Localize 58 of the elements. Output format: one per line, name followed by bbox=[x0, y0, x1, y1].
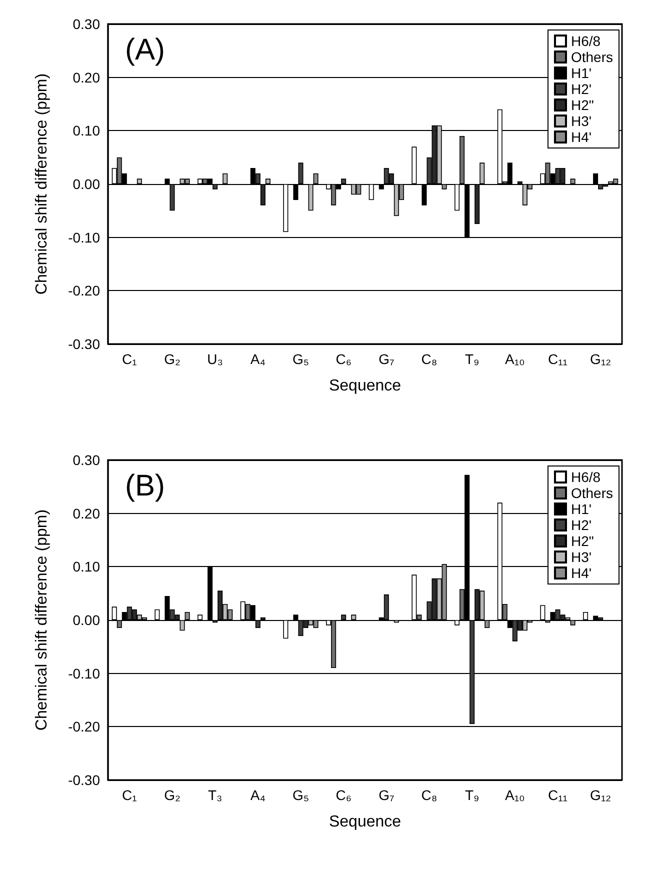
x-tick-label: A₁₀ bbox=[504, 787, 526, 803]
x-tick-label: C₁ bbox=[122, 351, 138, 367]
x-tick-label: G₅ bbox=[292, 351, 310, 367]
chart-title: (B) bbox=[125, 470, 165, 502]
y-tick-label: -0.10 bbox=[68, 229, 100, 246]
y-tick-label: -0.30 bbox=[68, 336, 100, 352]
y-tick-label: 0.20 bbox=[72, 69, 100, 86]
x-tick-label: A₁₀ bbox=[504, 351, 526, 367]
y-tick-label: -0.10 bbox=[68, 665, 100, 682]
y-tick-label: 0.30 bbox=[72, 16, 100, 32]
y-tick-label: 0.00 bbox=[72, 176, 100, 192]
y-tick-label: -0.20 bbox=[68, 282, 100, 299]
legend-label: H1' bbox=[570, 501, 592, 517]
y-tick-label: -0.30 bbox=[68, 772, 100, 788]
legend-label: H1' bbox=[570, 65, 592, 81]
x-tick-label: G₁₂ bbox=[590, 351, 612, 367]
x-tick-label: A₄ bbox=[250, 351, 266, 367]
y-tick-label: 0.20 bbox=[72, 505, 100, 522]
x-tick-label: G₂ bbox=[164, 787, 180, 803]
legend-label: Others bbox=[570, 485, 613, 501]
y-tick-label: 0.30 bbox=[72, 452, 100, 468]
legend-label: H3' bbox=[570, 113, 592, 129]
legend-label: H6/8 bbox=[570, 33, 601, 49]
legend-label: H4' bbox=[570, 565, 592, 581]
chart-title: (A) bbox=[125, 34, 165, 66]
legend-label: H4' bbox=[570, 129, 592, 145]
x-tick-label: G₇ bbox=[378, 787, 394, 803]
legend-label: H6/8 bbox=[570, 469, 601, 485]
x-tick-label: G₂ bbox=[164, 351, 180, 367]
y-tick-label: 0.10 bbox=[72, 558, 100, 575]
x-tick-label: T₉ bbox=[465, 351, 480, 367]
x-tick-label: C₁ bbox=[122, 787, 138, 803]
y-tick-label: -0.20 bbox=[68, 718, 100, 735]
x-tick-label: G₅ bbox=[292, 787, 310, 803]
y-tick-label: 0.00 bbox=[72, 612, 100, 628]
x-tick-label: T₃ bbox=[208, 787, 222, 803]
x-tick-label: A₄ bbox=[250, 787, 266, 803]
x-tick-label: C₁₁ bbox=[548, 351, 568, 367]
x-tick-label: C₆ bbox=[336, 787, 352, 803]
legend-label: H2" bbox=[570, 97, 594, 113]
legend-label: H2" bbox=[570, 533, 594, 549]
legend-label: Others bbox=[570, 49, 613, 65]
x-tick-label: G₁₂ bbox=[590, 787, 612, 803]
legend-label: H3' bbox=[570, 549, 592, 565]
x-tick-label: C₆ bbox=[336, 351, 352, 367]
y-tick-label: 0.10 bbox=[72, 122, 100, 139]
x-axis-title: Sequence bbox=[328, 378, 402, 394]
x-tick-label: T₉ bbox=[465, 787, 480, 803]
legend-label: H2' bbox=[570, 81, 592, 97]
x-axis-title: Sequence bbox=[328, 814, 402, 830]
x-tick-label: G₇ bbox=[378, 351, 394, 367]
y-axis-title: Chemical shift difference (ppm) bbox=[34, 73, 50, 295]
x-tick-label: C₈ bbox=[421, 787, 438, 803]
x-tick-label: C₈ bbox=[421, 351, 438, 367]
y-axis-title: Chemical shift difference (ppm) bbox=[34, 509, 50, 731]
legend-label: H2' bbox=[570, 517, 592, 533]
x-tick-label: C₁₁ bbox=[548, 787, 568, 803]
x-tick-label: U₃ bbox=[207, 351, 223, 367]
